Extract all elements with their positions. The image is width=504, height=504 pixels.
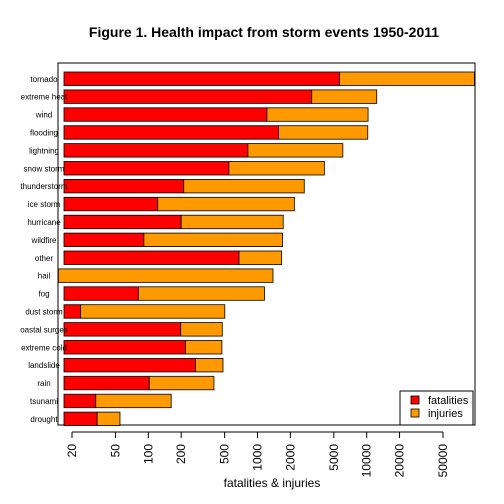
bar-fatalities-ice-storm <box>63 196 159 212</box>
plot-frame <box>57 62 476 426</box>
bar-fatalities-lightning <box>63 143 249 158</box>
bar-fatalities-snow-storm <box>63 161 230 176</box>
bars-group <box>57 71 475 427</box>
bar-fatalities-wind <box>63 107 268 122</box>
x-tick-label: 200 <box>174 444 188 464</box>
bar-injuries-drought <box>96 411 121 427</box>
bar-injuries-hail <box>57 268 274 283</box>
category-label: extreme heat <box>21 93 68 102</box>
bar-fatalities-rain <box>63 375 150 391</box>
category-label: drought <box>30 415 58 424</box>
bar-injuries-snow-storm <box>228 161 325 176</box>
category-label: snow storm <box>24 164 65 173</box>
bar-injuries-dust-storm <box>80 304 226 319</box>
category-label: other <box>35 254 54 263</box>
category-label: wildfire <box>31 236 57 245</box>
bar-fatalities-thunderstorm <box>63 178 185 194</box>
bar-injuries-fog <box>137 286 265 301</box>
x-tick-label: 2000 <box>283 444 297 471</box>
bar-injuries-rain <box>148 375 215 391</box>
bar-injuries-extreme-heat <box>311 89 378 104</box>
category-label: flooding <box>30 128 58 137</box>
x-tick-label: 500 <box>218 444 232 464</box>
bar-fatalities-wildfire <box>63 232 145 248</box>
category-label: oastal surges <box>20 325 68 334</box>
bar-fatalities-tsunami <box>63 393 97 409</box>
legend-label-injuries: injuries <box>428 408 463 420</box>
bar-fatalities-drought <box>63 411 98 427</box>
category-label: landslide <box>28 361 60 370</box>
category-labels: tornado extreme heat wind flooding lightning… <box>20 75 68 424</box>
bar-injuries-wildfire <box>143 232 283 248</box>
bar-fatalities-other <box>63 250 240 265</box>
x-axis-title: fatalities & injuries <box>224 476 321 490</box>
category-label: tsunami <box>30 397 58 406</box>
bar-fatalities-tornado <box>63 71 341 86</box>
bar-fatalities-fog <box>63 286 139 301</box>
bar-fatalities-dust-storm <box>63 304 82 319</box>
bar-injuries-tsunami <box>95 393 172 409</box>
x-tick-label: 20 <box>65 444 79 458</box>
bar-injuries-tornado <box>339 71 475 86</box>
x-tick-label: 50 <box>108 444 122 458</box>
bar-fatalities-landslide <box>63 357 196 373</box>
x-tick-label: 1000 <box>251 444 265 471</box>
x-axis: 20 50 100 200 500 1000 2000 5000 10000 20000 50000 <box>65 431 450 478</box>
category-label: fog <box>38 290 49 299</box>
x-tick-label: 10000 <box>360 444 374 478</box>
x-tick-label: 5000 <box>327 444 341 471</box>
bar-injuries-hurricane <box>180 214 284 230</box>
chart-title: Figure 1. Health impact from storm event… <box>89 24 439 40</box>
bar-injuries-thunderstorm <box>183 178 305 194</box>
legend-swatch-fatalities <box>410 395 420 405</box>
bar-fatalities-hurricane <box>63 214 182 230</box>
bar-fatalities-coastal-surges <box>63 322 182 337</box>
bar-fatalities-extreme-cold <box>63 340 186 355</box>
x-tick-label: 20000 <box>393 444 407 478</box>
bar-injuries-lightning <box>247 143 344 158</box>
legend-swatch-injuries <box>410 408 420 418</box>
bar-injuries-wind <box>266 107 369 122</box>
category-label: tornado <box>30 75 58 84</box>
category-label: hurricane <box>27 218 61 227</box>
x-tick-label: 50000 <box>436 444 450 478</box>
bar-fatalities-extreme-heat <box>63 89 313 104</box>
category-label: extreme cold <box>21 343 67 352</box>
x-tick-label: 100 <box>141 444 155 464</box>
category-label: dust storm <box>25 307 63 316</box>
legend-label-fatalities: fatalities <box>428 395 469 407</box>
bar-injuries-other <box>238 250 283 265</box>
category-label: lightning <box>29 146 59 155</box>
bar-fatalities-flooding <box>63 125 279 140</box>
category-label: ice storm <box>28 200 61 209</box>
bar-injuries-ice-storm <box>157 196 295 212</box>
category-label: rain <box>37 379 50 388</box>
category-label: wind <box>35 111 52 120</box>
category-label: hail <box>38 272 51 281</box>
bar-injuries-landslide <box>195 357 224 373</box>
category-label: thunderstorm <box>20 182 67 191</box>
bar-injuries-flooding <box>278 125 369 140</box>
bar-injuries-extreme-cold <box>185 340 223 355</box>
bar-injuries-coastal-surges <box>180 322 223 337</box>
